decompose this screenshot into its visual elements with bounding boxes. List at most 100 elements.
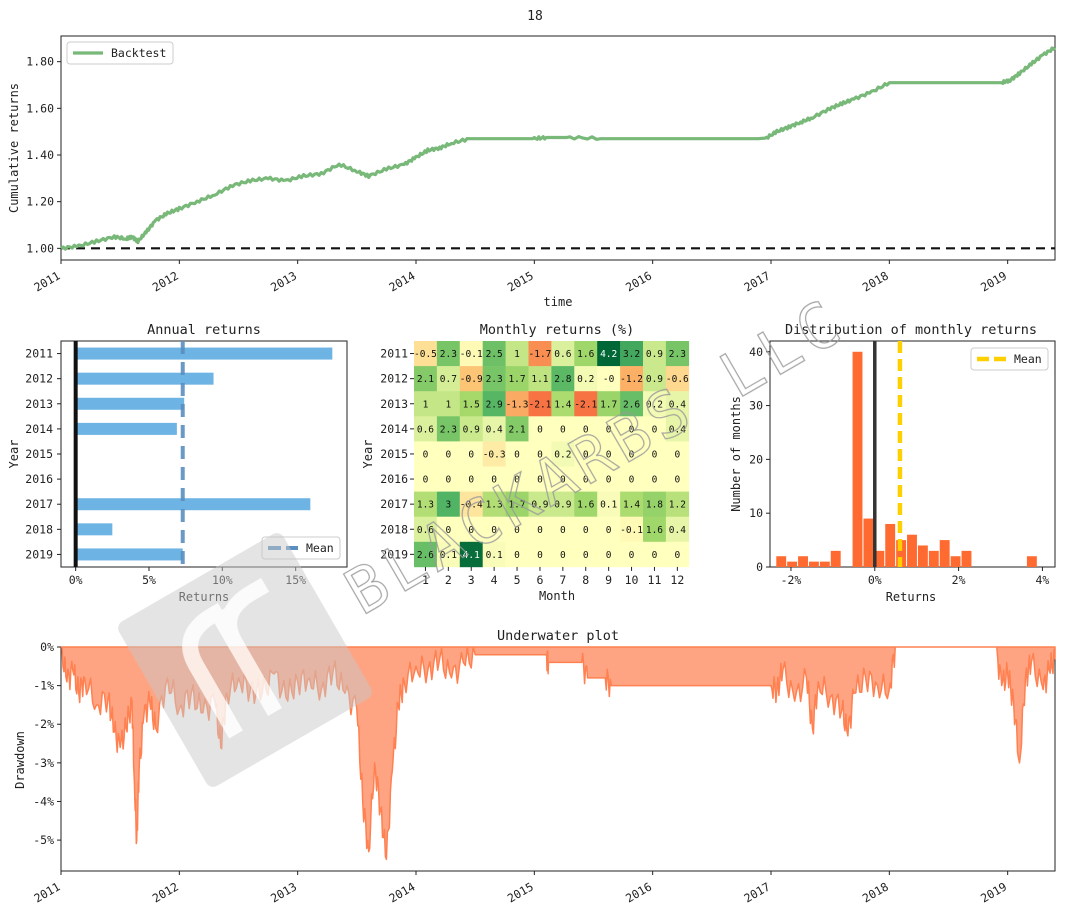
heatmap-cell-value: 0 — [468, 525, 474, 536]
x-tick-label: 10% — [212, 573, 233, 587]
heatmap-cell — [620, 441, 644, 467]
heatmap-cell-value: 0 — [674, 475, 680, 486]
heatmap-cell — [459, 341, 483, 367]
heatmap-cell-value: 4.2 — [600, 349, 617, 360]
heatmap-cell-value: 1.2 — [669, 500, 686, 511]
heatmap-month-label: 2 — [445, 573, 452, 587]
y-tick-label: 40 — [749, 345, 763, 359]
heatmap-cell — [436, 466, 461, 492]
heatmap-cell — [574, 341, 598, 367]
cumulative-axes-frame — [60, 35, 1056, 261]
histogram-bar — [917, 545, 928, 567]
x-tick-label: 2019 — [978, 879, 1009, 905]
heatmap-cell-value: 1.8 — [646, 500, 663, 511]
x-tick-label: 2013 — [268, 268, 299, 294]
histogram-bar — [852, 351, 863, 567]
heatmap-cell-value: 0.1 — [600, 500, 617, 511]
heatmap-cell — [643, 491, 667, 517]
heatmap-cell-value: 0 — [674, 449, 680, 460]
heatmap-cell — [551, 416, 575, 442]
heatmap-cell — [414, 366, 438, 392]
heatmap-cell — [528, 466, 552, 492]
year-tick-label: 2017 — [25, 497, 53, 511]
heatmap-cell-value: 2.5 — [486, 349, 503, 360]
year-tick-label: 2018 — [25, 522, 53, 536]
year-tick-label: 2013 — [25, 397, 53, 411]
heatmap-month-label: 6 — [536, 573, 543, 587]
heatmap-cell-value: 2.6 — [623, 399, 640, 410]
x-tick-label: 2014 — [387, 879, 418, 905]
heatmap-cell-value: 0.2 — [554, 449, 571, 460]
y-tick-label: 30 — [749, 399, 763, 413]
heatmap-month-label: 5 — [514, 573, 521, 587]
distribution-legend: Mean — [970, 347, 1049, 371]
heatmap-cell — [597, 366, 621, 392]
heatmap-cell — [414, 416, 438, 442]
x-tick-label: 2018 — [860, 879, 891, 905]
heatmap-cell-value: 0 — [537, 550, 543, 561]
annual-returns-title: Annual returns — [147, 322, 261, 338]
cumulative-legend-box — [66, 41, 174, 65]
heatmap-cell-value: 0 — [537, 424, 543, 435]
heatmap-cell-value: 0.1 — [486, 550, 503, 561]
heatmap-cell-value: 0.4 — [669, 399, 686, 410]
heatmap-cell-value: 0 — [583, 550, 589, 561]
x-tick-label: 2011 — [32, 268, 63, 294]
heatmap-cell-value: 1 — [423, 399, 429, 410]
y-tick-label: 1.20 — [26, 195, 54, 209]
heatmap-cell — [505, 466, 529, 492]
annual-x-ticks: 0% 5% 10% 15% — [69, 567, 306, 587]
heatmap-cell — [620, 516, 644, 543]
heatmap-year-label: 2013 — [380, 397, 408, 411]
x-tick-label: 2015 — [505, 268, 536, 294]
heatmap-cell — [459, 416, 483, 442]
histogram-bar — [950, 556, 961, 567]
heatmap-cell — [414, 516, 438, 543]
heatmap-cell — [436, 366, 461, 392]
cumulative-returns-chart: 1.001.201.401.601.80 2011 2012 2013 2014 201… — [7, 35, 1057, 309]
annual-legend-box — [261, 536, 341, 560]
heatmap-cell — [414, 466, 438, 492]
histogram-bar — [961, 550, 972, 567]
heatmap-year-label: 2017 — [380, 497, 408, 511]
heatmap-cell-value: 0.1 — [440, 550, 457, 561]
heatmap-month-label: 12 — [670, 573, 684, 587]
heatmap-cell — [574, 541, 598, 568]
y-tick-label: 0 — [756, 560, 763, 574]
heatmap-cell-value: 0 — [491, 525, 497, 536]
cumulative-x-ticks: 2011 2012 2013 2014 2015 2016 2017 2018 2019 — [32, 260, 1009, 294]
distribution-mean-legend-label: Mean — [1014, 352, 1042, 366]
heatmap-cell-value: 0.7 — [440, 374, 457, 385]
heatmap-cell — [574, 391, 598, 417]
heatmap-cell-value: 1.4 — [623, 500, 640, 511]
heatmap-cell — [551, 491, 575, 517]
annual-y-axis-label: Year — [7, 440, 21, 469]
annual-bars — [75, 347, 333, 561]
heatmap-cell — [482, 466, 506, 492]
heatmap-cell — [665, 466, 690, 492]
distribution-axes-frame — [769, 340, 1056, 568]
heatmap-cell-value: 1.7 — [508, 500, 525, 511]
heatmap-year-label: 2015 — [380, 447, 408, 461]
y-tick-label: -5% — [33, 833, 54, 847]
heatmap-cell-value: 3.2 — [623, 349, 640, 360]
monthly-returns-title: Monthly returns (%) — [480, 322, 634, 338]
heatmap-cell-value: 0 — [423, 449, 429, 460]
heatmap-cell — [414, 541, 438, 568]
x-tick-label: 2016 — [623, 268, 654, 294]
heatmap-cell-value: 0 — [445, 475, 451, 486]
heatmap-cell-value: 0 — [583, 424, 589, 435]
heatmap-cell-value: -0.4 — [460, 500, 483, 511]
heatmap-cell-value: 2.3 — [486, 374, 503, 385]
heatmap-cell — [459, 491, 483, 517]
y-tick-label: -3% — [33, 756, 54, 770]
backtest-line — [60, 46, 1057, 251]
heatmap-cell — [436, 541, 461, 568]
heatmap-cell — [414, 391, 438, 417]
heatmap-year-label: 2016 — [380, 472, 408, 486]
histogram-bar — [808, 561, 819, 567]
monthly-returns-heatmap: Monthly returns (%) -0.5 2.3 -0.1 2.5 1 -1.7 0… — [361, 322, 690, 603]
heatmap-cell-value: -0.1 — [460, 349, 483, 360]
heatmap-month-label: 3 — [468, 573, 475, 587]
